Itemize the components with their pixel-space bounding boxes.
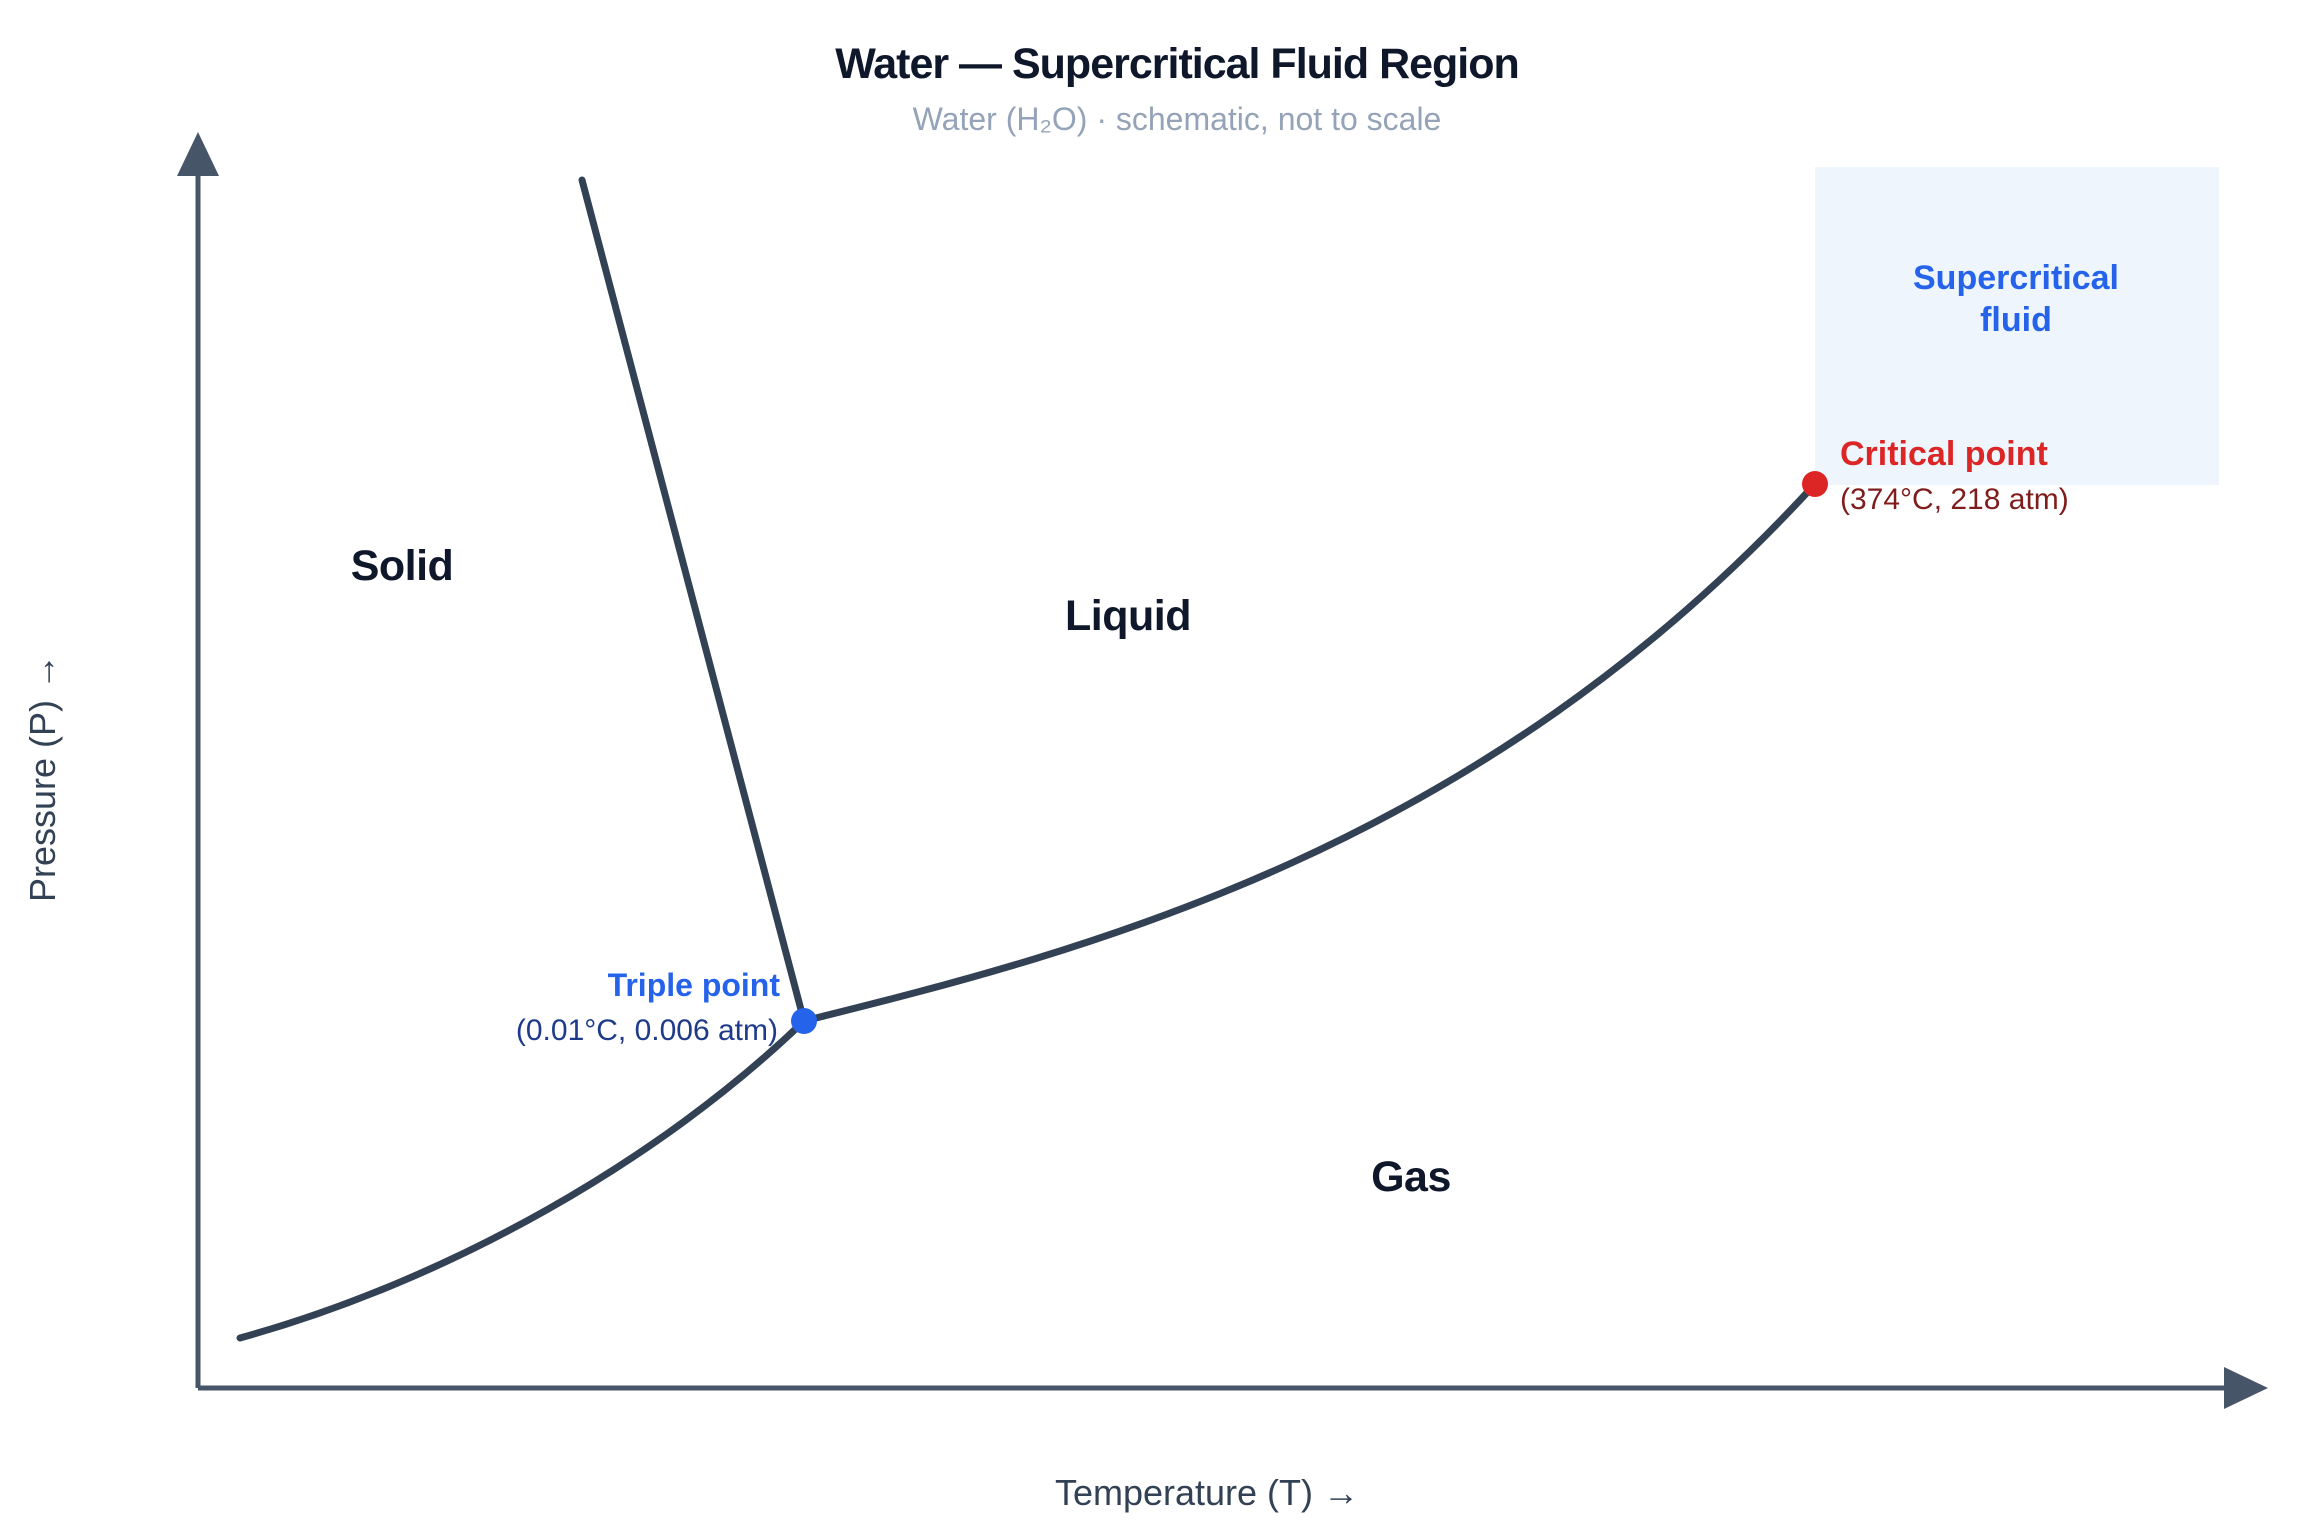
y-axis-arrowhead: [177, 132, 219, 176]
sublimation-curve: [236, 1017, 808, 1342]
triple-point-marker: [791, 1008, 817, 1034]
gas-region-label: Gas: [1371, 1153, 1451, 1201]
supercritical-label-line2: fluid: [1980, 301, 2052, 339]
supercritical-label-line1: Supercritical: [1913, 259, 2119, 297]
triple-point-label: Triple point: [608, 967, 781, 1003]
diagram-subtitle: Water (H₂O) · schematic, not to scale: [913, 101, 1442, 137]
solid-liquid-boundary: [578, 176, 808, 1025]
solid-region-label: Solid: [351, 542, 454, 590]
x-axis-label: Temperature (T) →: [1055, 1472, 1359, 1513]
triple-point-coords: (0.01°C, 0.006 atm): [516, 1014, 778, 1047]
vaporization-curve: [800, 480, 1819, 1025]
supercritical-region: [1815, 167, 2219, 485]
critical-point-label: Critical point: [1840, 435, 2048, 473]
critical-point-marker: [1802, 471, 1828, 497]
x-axis-arrowhead: [2224, 1367, 2268, 1409]
diagram-title: Water — Supercritical Fluid Region: [835, 40, 1519, 88]
liquid-region-label: Liquid: [1065, 592, 1191, 640]
y-axis-label: Pressure (P) →: [22, 654, 63, 902]
critical-point-coords: (374°C, 218 atm): [1840, 483, 2069, 516]
